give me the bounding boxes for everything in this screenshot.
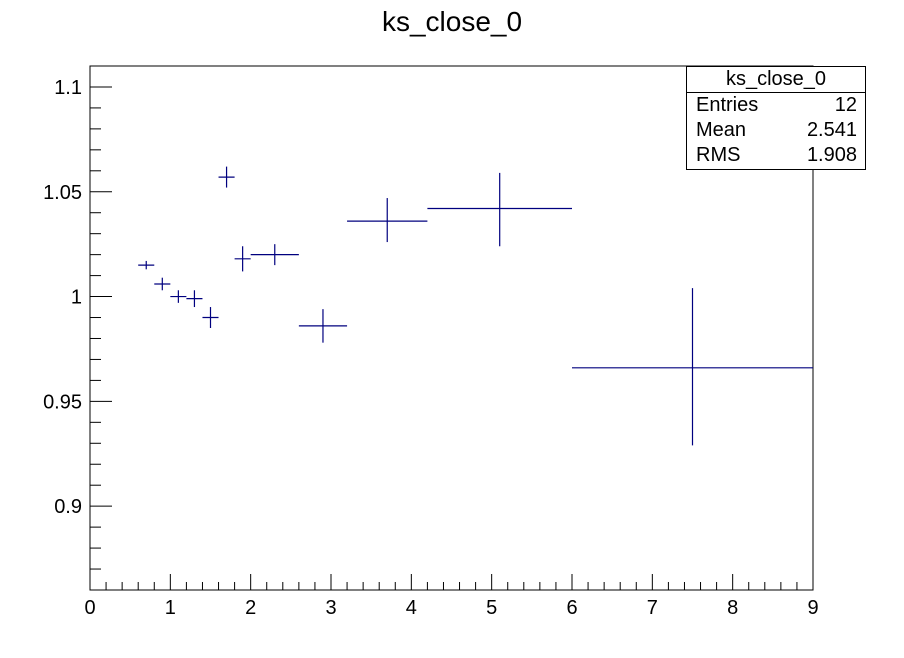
data-points [138, 166, 813, 446]
x-tick-label: 9 [807, 597, 818, 619]
x-tick-label: 3 [325, 597, 336, 619]
x-tick-label: 4 [406, 597, 417, 619]
x-tick-label: 2 [245, 597, 256, 619]
y-tick-label: 0.9 [54, 496, 82, 518]
stats-row-rms: RMS 1.908 [687, 143, 865, 168]
axis-tick-labels: 0 1 2 3 4 5 6 7 8 9 0.9 0.95 1 1.05 1.1 [43, 77, 819, 619]
axis-ticks [89, 65, 814, 591]
data-point [234, 246, 251, 272]
stats-entries-value: 12 [834, 94, 857, 116]
data-point [170, 290, 187, 303]
stats-title: ks_close_0 [687, 67, 865, 93]
data-point [186, 290, 203, 308]
x-tick-label: 6 [566, 597, 577, 619]
stats-rms-value: 1.908 [806, 144, 857, 166]
data-point [250, 244, 299, 266]
plot-frame [89, 65, 814, 591]
x-tick-label: 7 [647, 597, 658, 619]
data-point [218, 166, 235, 188]
y-tick-label: 0.95 [43, 391, 82, 413]
stats-entries-label: Entries [696, 94, 759, 116]
stats-mean-value: 2.541 [806, 119, 857, 141]
data-point [347, 198, 428, 243]
stats-box: ks_close_0 Entries 12 Mean 2.541 RMS 1.9… [686, 66, 866, 170]
x-tick-label: 8 [727, 597, 738, 619]
y-tick-label: 1 [71, 287, 82, 309]
y-tick-label: 1.05 [43, 182, 82, 204]
data-point [202, 307, 219, 328]
stats-mean-label: Mean [696, 119, 747, 141]
stats-row-entries: Entries 12 [687, 93, 865, 118]
chart-title: ks_close_0 [381, 6, 523, 37]
stats-rms-label: RMS [696, 144, 741, 166]
data-point [298, 309, 348, 343]
data-point [572, 288, 813, 446]
data-point [427, 172, 572, 247]
x-tick-label: 5 [486, 597, 497, 619]
stats-row-mean: Mean 2.541 [687, 118, 865, 143]
x-tick-label: 0 [84, 597, 95, 619]
data-point [154, 277, 171, 291]
y-tick-label: 1.1 [54, 77, 82, 99]
x-tick-label: 1 [165, 597, 176, 619]
data-point [138, 260, 155, 270]
